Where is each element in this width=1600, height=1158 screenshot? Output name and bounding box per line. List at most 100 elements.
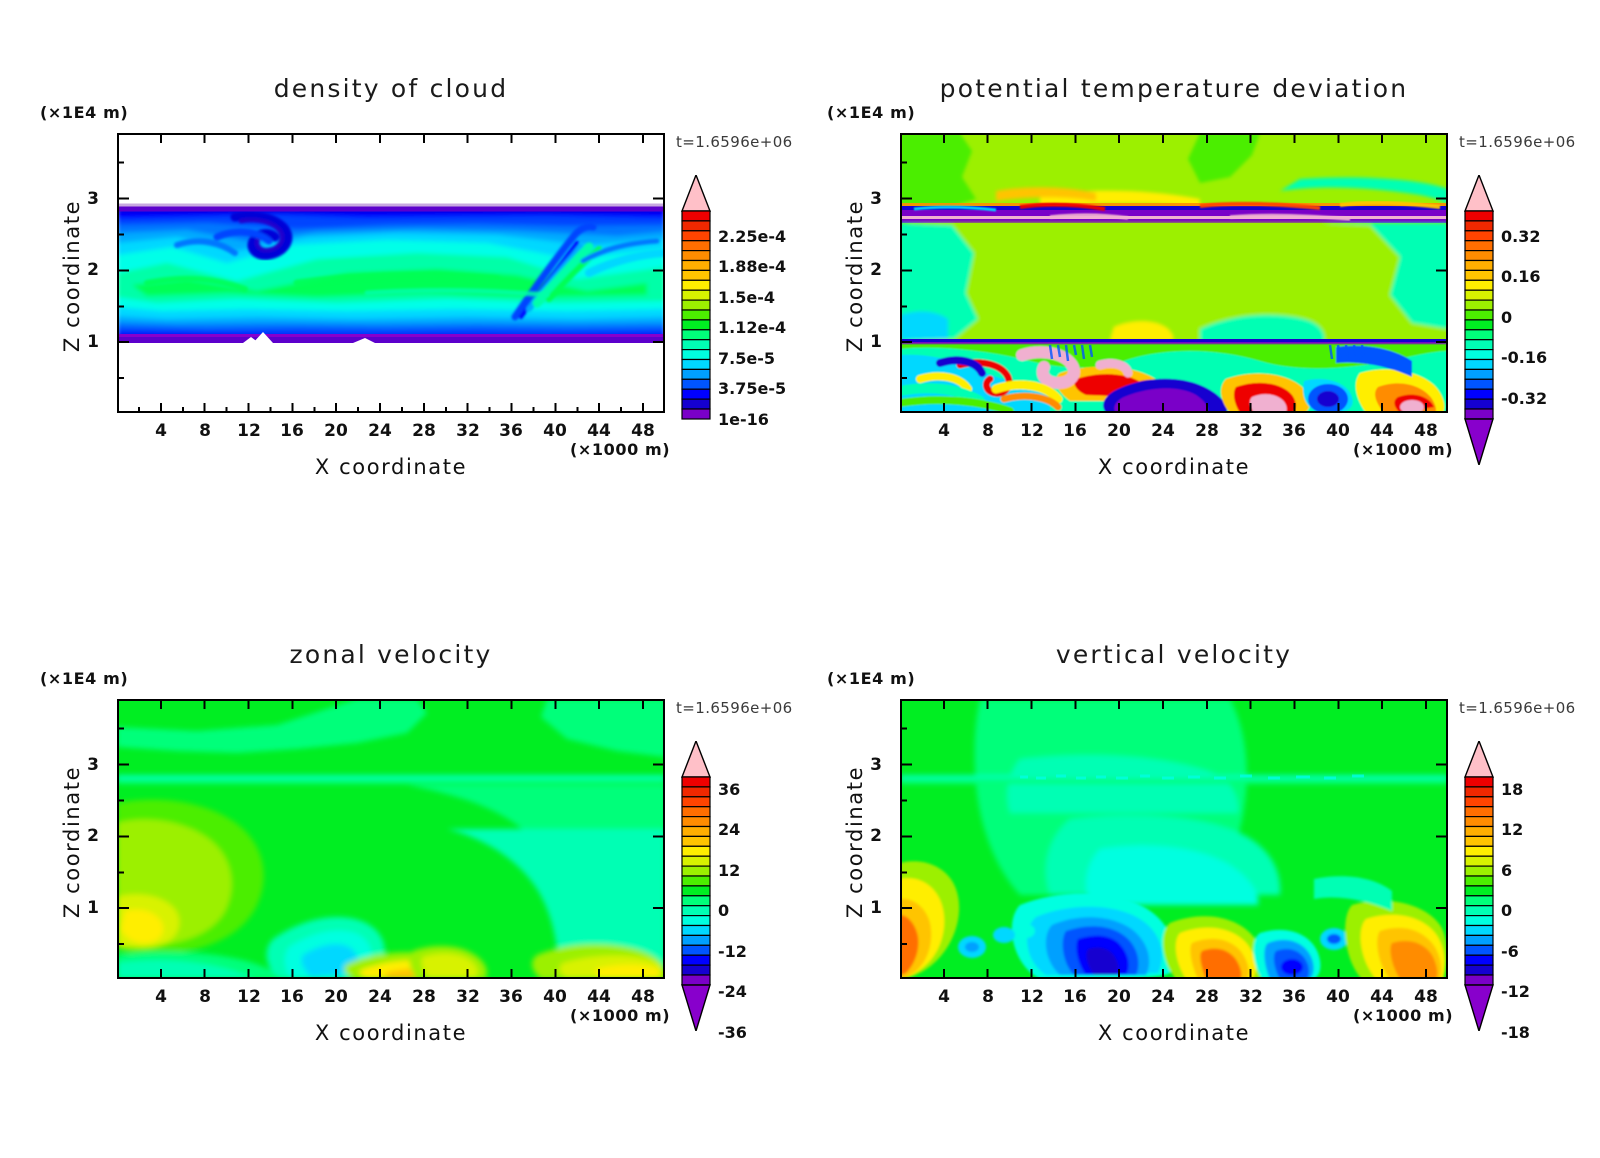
colorbar-tick-label: 36 (718, 780, 741, 799)
colorbar-tick-label: -6 (1501, 942, 1519, 961)
colorbar-tick-label: 1.5e-4 (718, 288, 775, 307)
x-tick-label: 36 (499, 421, 523, 441)
y-tick-label: 2 (87, 826, 99, 846)
x-tick-label: 8 (199, 421, 211, 441)
x-tick-label: 32 (1239, 421, 1263, 441)
y-axis-unit: (×1E4 m) (827, 669, 916, 688)
x-tick-label: 12 (237, 987, 261, 1007)
colorbar-zonal-velocity (680, 741, 712, 1031)
x-axis-label: X coordinate (314, 455, 468, 479)
y-axis-unit: (×1E4 m) (827, 103, 916, 122)
x-tick-label: 4 (938, 421, 950, 441)
x-tick-label: 20 (324, 987, 348, 1007)
contour-plot-theta (900, 133, 1448, 413)
x-tick-label: 40 (543, 987, 567, 1007)
x-tick-label: 8 (982, 987, 994, 1007)
timestamp-label: t=1.6596e+06 (676, 133, 793, 151)
x-axis-unit: (×1000 m) (570, 1006, 671, 1025)
x-tick-label: 20 (324, 421, 348, 441)
colorbar-vertical-velocity (1463, 741, 1495, 1031)
colorbar-tick-label: -36 (718, 1023, 747, 1042)
colorbar-tick-label: 0.16 (1501, 267, 1541, 286)
x-tick-label: 44 (587, 987, 611, 1007)
x-tick-label: 4 (938, 987, 950, 1007)
x-tick-label: 16 (1063, 421, 1087, 441)
x-tick-label: 48 (1414, 987, 1438, 1007)
colorbar-tick-label: -18 (1501, 1023, 1530, 1042)
colorbar-tick-label: 12 (1501, 820, 1524, 839)
y-tick-label: 3 (87, 755, 99, 775)
x-tick-label: 12 (237, 421, 261, 441)
x-axis-unit: (×1000 m) (1353, 1006, 1454, 1025)
contour-plot-vertical-velocity (900, 699, 1448, 979)
x-tick-label: 16 (280, 987, 304, 1007)
y-tick-label: 1 (870, 332, 882, 352)
colorbar-tick-label: 1e-16 (718, 410, 769, 429)
colorbar-tick-label: 6 (1501, 861, 1513, 880)
x-tick-label: 28 (1195, 987, 1219, 1007)
x-tick-label: 24 (1151, 421, 1175, 441)
y-axis-label: Z coordinate (843, 765, 867, 919)
x-axis-label: X coordinate (1097, 455, 1251, 479)
y-tick-label: 1 (87, 898, 99, 918)
x-tick-label: 28 (1195, 421, 1219, 441)
colorbar-tick-label: 7.5e-5 (718, 349, 775, 368)
x-tick-label: 44 (1370, 421, 1394, 441)
colorbar-tick-label: -0.16 (1501, 348, 1548, 367)
colorbar-tick-label: -0.32 (1501, 389, 1548, 408)
y-tick-label: 3 (870, 189, 882, 209)
colorbar-density (680, 175, 712, 420)
x-tick-label: 48 (631, 421, 655, 441)
x-axis-unit: (×1000 m) (570, 440, 671, 459)
colorbar-tick-label: 1.88e-4 (718, 257, 787, 276)
contour-plot-density (117, 133, 665, 413)
timestamp-label: t=1.6596e+06 (1459, 699, 1576, 717)
x-tick-label: 12 (1020, 987, 1044, 1007)
colorbar-tick-label: 18 (1501, 780, 1524, 799)
panel-title: zonal velocity (289, 640, 493, 669)
panel-title: density of cloud (273, 74, 509, 103)
x-axis-label: X coordinate (314, 1021, 468, 1045)
x-tick-label: 32 (456, 421, 480, 441)
timestamp-label: t=1.6596e+06 (676, 699, 793, 717)
x-tick-label: 16 (280, 421, 304, 441)
x-tick-label: 44 (587, 421, 611, 441)
colorbar-tick-label: -12 (1501, 982, 1530, 1001)
colorbar-tick-label: 2.25e-4 (718, 227, 787, 246)
colorbar-tick-label: 0 (1501, 901, 1513, 920)
x-tick-label: 40 (1326, 987, 1350, 1007)
colorbar-theta (1463, 175, 1495, 465)
y-tick-label: 2 (87, 260, 99, 280)
x-tick-label: 28 (412, 987, 436, 1007)
colorbar-tick-label: -24 (718, 982, 747, 1001)
x-tick-label: 4 (155, 421, 167, 441)
y-axis-label: Z coordinate (843, 199, 867, 353)
y-axis-label: Z coordinate (60, 199, 84, 353)
colorbar-tick-label: 0 (718, 901, 730, 920)
y-tick-label: 1 (87, 332, 99, 352)
x-tick-label: 36 (499, 987, 523, 1007)
panel-title: potential temperature deviation (939, 74, 1409, 103)
x-tick-label: 24 (368, 987, 392, 1007)
x-tick-label: 44 (1370, 987, 1394, 1007)
x-tick-label: 16 (1063, 987, 1087, 1007)
panel-title: vertical velocity (1055, 640, 1293, 669)
x-tick-label: 8 (199, 987, 211, 1007)
x-tick-label: 20 (1107, 987, 1131, 1007)
y-axis-unit: (×1E4 m) (40, 669, 129, 688)
x-tick-label: 24 (1151, 987, 1175, 1007)
colorbar-tick-label: 24 (718, 820, 741, 839)
x-tick-label: 48 (1414, 421, 1438, 441)
colorbar-tick-label: 0.32 (1501, 227, 1541, 246)
x-tick-label: 40 (1326, 421, 1350, 441)
x-tick-label: 48 (631, 987, 655, 1007)
x-axis-unit: (×1000 m) (1353, 440, 1454, 459)
x-tick-label: 36 (1282, 987, 1306, 1007)
x-tick-label: 24 (368, 421, 392, 441)
timestamp-label: t=1.6596e+06 (1459, 133, 1576, 151)
colorbar-tick-label: 0 (1501, 308, 1513, 327)
contour-plot-zonal-velocity (117, 699, 665, 979)
x-tick-label: 20 (1107, 421, 1131, 441)
x-tick-label: 4 (155, 987, 167, 1007)
y-tick-label: 3 (87, 189, 99, 209)
